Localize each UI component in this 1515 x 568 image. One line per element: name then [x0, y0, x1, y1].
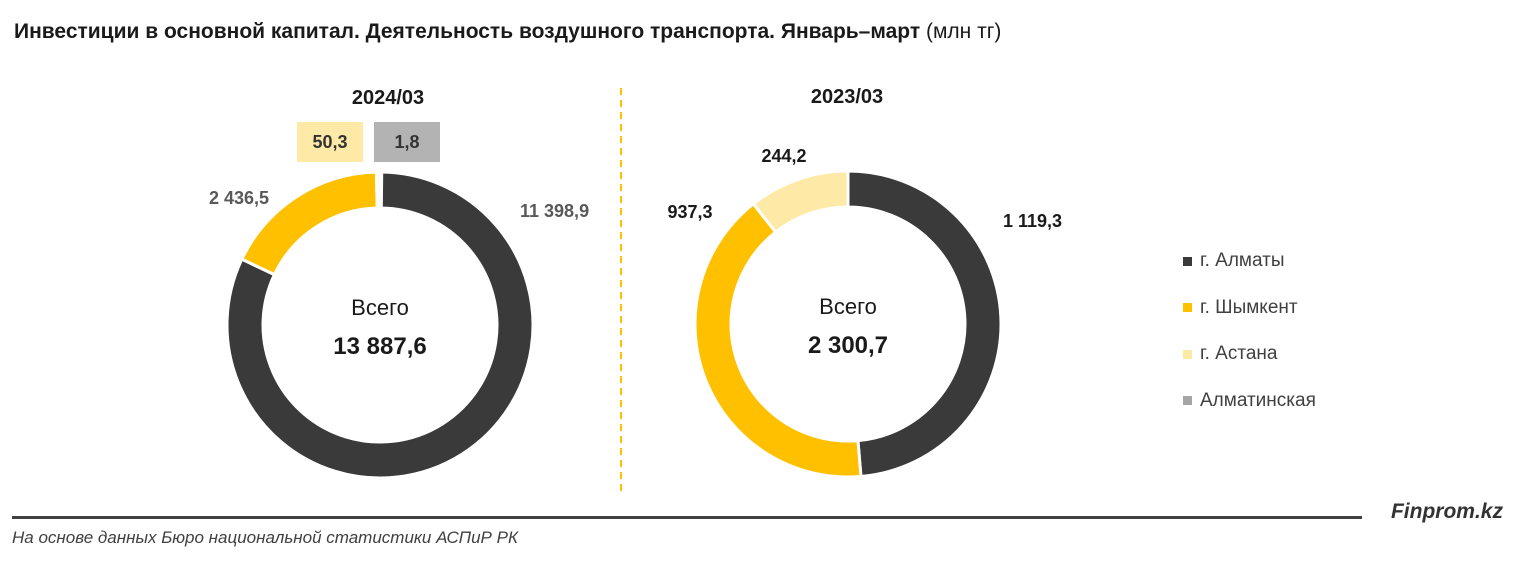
data-label-shymkent: 937,3 — [667, 202, 712, 222]
legend-label-almaty-region: Алматинская — [1200, 389, 1316, 411]
legend-swatch-almaty-region — [1183, 396, 1192, 406]
data-label-almaty: 1 119,3 — [1003, 211, 1062, 231]
data-label-badge-astana — [297, 122, 363, 162]
data-label-astana: 244,2 — [761, 146, 806, 166]
data-label-shymkent: 2 436,5 — [209, 188, 269, 208]
center-label: Всего — [819, 294, 877, 319]
donut-chart-2023: 1 119,3 937,3 244,2 2023/03 Всего 2 300,7 — [667, 86, 1062, 479]
data-label-badge-almaty-region — [374, 122, 440, 162]
legend-item-almaty: г. Алматы — [1183, 238, 1316, 285]
legend-item-almaty-region: Алматинская — [1183, 378, 1316, 425]
legend-swatch-astana — [1183, 349, 1192, 359]
donut-slice-astana — [751, 169, 850, 235]
chart-title: Инвестиции в основной капитал. Деятельно… — [14, 20, 1001, 44]
donut-title: 2024/03 — [352, 87, 424, 109]
donut-slice-almaty-region — [378, 170, 384, 210]
donut-chart-2024: 11 398,9 2 436,5 50,3 1,8 2024/03 Всего 13 887… — [209, 87, 589, 480]
donut-title: 2023/03 — [811, 86, 883, 108]
legend-swatch-shymkent — [1183, 303, 1192, 313]
donut-hole — [264, 209, 496, 441]
data-label-almaty: 11 398,9 — [520, 201, 589, 221]
donut-slice-almaty — [225, 170, 535, 480]
donut-slice-almaty — [846, 169, 1003, 479]
legend: г. Алматы г. Шымкент г. Астана Алматинск… — [1183, 238, 1316, 424]
legend-item-astana: г. Астана — [1183, 331, 1316, 378]
chart-title-unit: (млн тг) — [925, 20, 1002, 43]
chart-title-main: Инвестиции в основной капитал. Деятельно… — [14, 20, 921, 43]
source-note: На основе данных Бюро национальной стати… — [12, 528, 518, 547]
footer-rule — [12, 516, 1362, 519]
donut-hole — [732, 208, 964, 440]
legend-label-almaty: г. Алматы — [1200, 250, 1285, 272]
legend-label-shymkent: г. Шымкент — [1200, 296, 1298, 318]
center-total: 13 887,6 — [333, 333, 426, 360]
data-label-astana: 50,3 — [312, 132, 347, 152]
center-total: 2 300,7 — [808, 332, 888, 359]
brand-logo-text: Finprom.kz — [1390, 500, 1503, 523]
donut-charts: 11 398,9 2 436,5 50,3 1,8 2024/03 Всего 13 887… — [209, 86, 1062, 492]
data-label-almaty-region: 1,8 — [394, 132, 419, 152]
legend-label-astana: г. Астана — [1200, 343, 1278, 365]
legend-item-shymkent: г. Шымкент — [1183, 285, 1316, 332]
legend-swatch-almaty — [1183, 256, 1192, 266]
center-label: Всего — [351, 295, 409, 320]
